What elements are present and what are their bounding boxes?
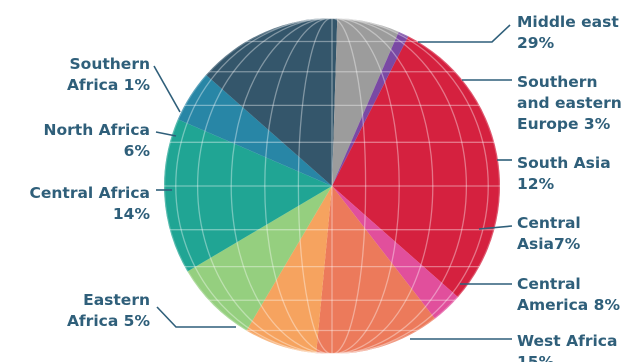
slice-label-line: Europe 3% [517, 115, 611, 133]
slice-label-line: Asia7% [517, 235, 581, 253]
leader-line-eastern-africa [156, 306, 236, 328]
slice-label-north-africa: North Africa 6% [44, 121, 151, 160]
slice-southern-and-eastern-europe [332, 186, 459, 319]
slice-central-america [187, 186, 332, 331]
leader-line-central-asia [478, 225, 513, 230]
slice-label-central-africa: Central Africa 14% [30, 184, 151, 223]
globe-rim [164, 18, 500, 354]
slice-label-line: 14% [113, 205, 151, 223]
slice-label-line: Middle east [517, 13, 619, 31]
slice-label-eastern-africa: Eastern Africa 5% [67, 291, 151, 330]
slice-label-line: Central Africa [30, 184, 151, 202]
slice-labels: Middle east 29% Southern and eastern Europe … [30, 13, 622, 362]
leader-lines [153, 24, 513, 340]
slice-label-line: Africa 1% [67, 76, 151, 94]
slice-southern-africa [332, 31, 409, 186]
slice-central-asia [246, 186, 332, 354]
pie-slices [164, 17, 501, 354]
slice-label-line: West Africa [517, 332, 617, 350]
slice-central-africa [205, 17, 338, 187]
grid-meridian [230, 18, 434, 354]
slice-label-southern-africa: Southern Africa 1% [67, 55, 151, 94]
slice-label-south-asia: South Asia 12% [517, 154, 611, 193]
slice-label-middle-east: Middle east 29% [517, 13, 619, 52]
slice-label-line: 12% [517, 175, 555, 193]
slice-label-line: North Africa [44, 121, 150, 139]
slice-label-central-asia: Central Asia7% [517, 214, 581, 253]
slice-label-line: Central [517, 275, 581, 293]
leader-line-southern-africa [153, 65, 181, 113]
slice-label-west-africa: West Africa 15% [517, 332, 617, 362]
slice-label-line: 6% [124, 142, 151, 160]
slice-label-line: South Asia [517, 154, 611, 172]
slice-label-line: America 8% [517, 296, 620, 314]
leader-line-north-africa [155, 131, 177, 137]
grid-meridian [297, 18, 367, 354]
slice-label-line: 15% [517, 353, 555, 362]
slice-label-line: Southern [70, 55, 150, 73]
grid-meridian [175, 18, 489, 354]
slice-label-central-america: Central America 8% [517, 275, 620, 314]
slice-label-line: Central [517, 214, 581, 232]
slice-label-line: Eastern [83, 291, 150, 309]
slice-middle-east [332, 36, 501, 298]
slice-label-southern-and-eastern-europe: Southern and eastern Europe 3% [517, 73, 622, 133]
grid-meridian [264, 18, 400, 354]
slice-label-line: and eastern [517, 94, 622, 112]
slice-label-line: 29% [517, 34, 555, 52]
leader-line-middle-east [418, 24, 511, 43]
slice-eastern-africa [177, 74, 332, 186]
slice-south-asia [316, 186, 435, 354]
slice-north-africa [332, 18, 399, 186]
slice-label-line: Southern [517, 73, 597, 91]
slice-label-line: Africa 5% [67, 312, 151, 330]
slice-west-africa [164, 119, 332, 272]
grid-meridian [196, 18, 468, 354]
